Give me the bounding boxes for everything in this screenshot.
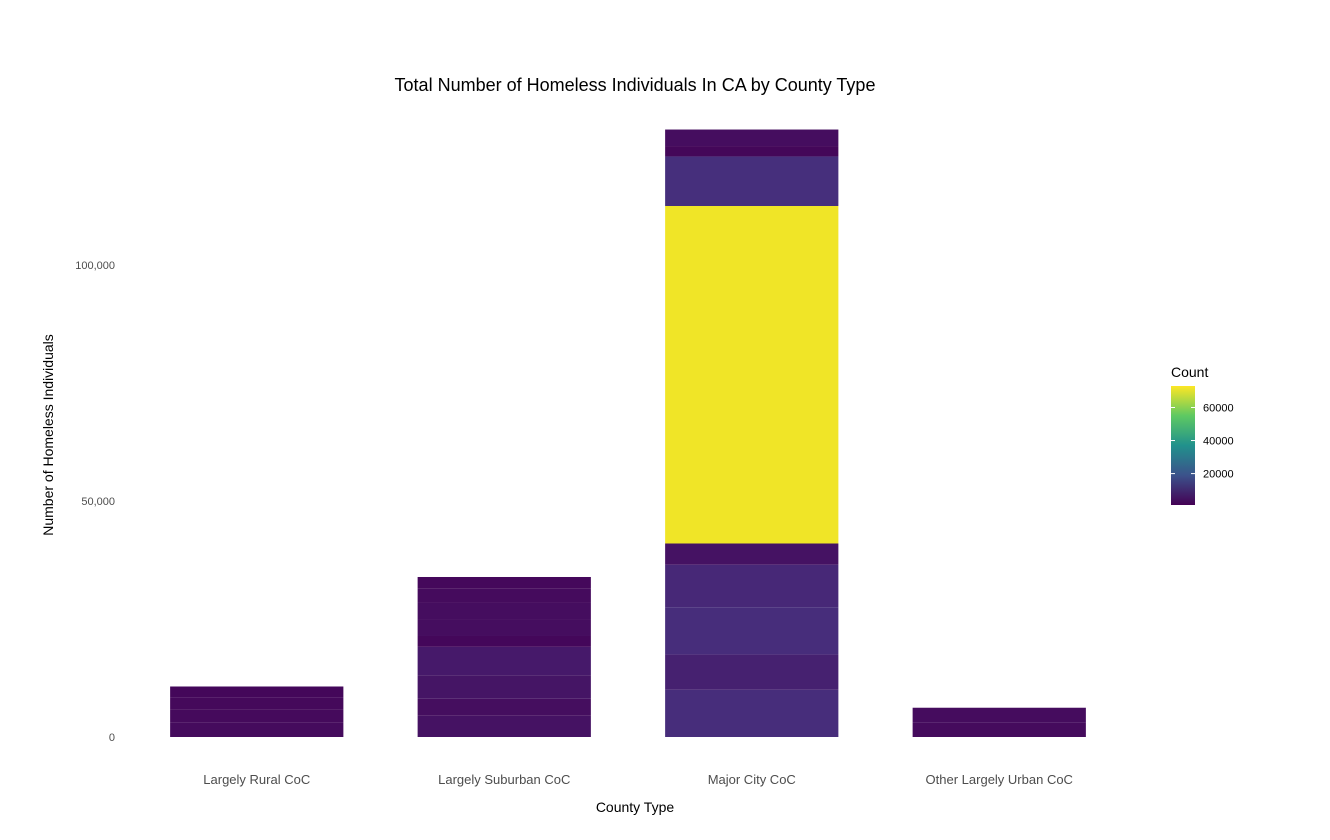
bar-segment — [665, 607, 839, 655]
bar-segment — [912, 722, 1086, 737]
bar-segment — [665, 543, 839, 565]
bars — [170, 129, 1086, 737]
legend-tick-label: 60000 — [1203, 402, 1234, 414]
bar-segment — [417, 635, 591, 647]
bar-segment — [665, 146, 839, 157]
bar-segment — [417, 698, 591, 716]
x-tick-label: Other Largely Urban CoC — [926, 772, 1073, 787]
bar-segment — [665, 206, 839, 544]
bar-segment — [417, 588, 591, 603]
x-tick-label: Major City CoC — [708, 772, 796, 787]
bar-segment — [912, 707, 1086, 723]
y-tick-label: 0 — [109, 732, 115, 744]
bar-segment — [170, 686, 344, 698]
legend-tick-label: 40000 — [1203, 436, 1234, 448]
x-axis: Largely Rural CoC Largely Suburban CoC Maj… — [203, 772, 1073, 787]
bar-segment — [417, 715, 591, 737]
x-axis-title: County Type — [596, 799, 675, 815]
legend: Count 20000 40000 60000 — [1171, 364, 1234, 505]
bar-segment — [665, 689, 839, 737]
bar-segment — [665, 654, 839, 690]
bar-segment — [417, 576, 591, 589]
bar-segment — [170, 722, 344, 737]
legend-title: Count — [1171, 364, 1208, 380]
chart-title: Total Number of Homeless Individuals In … — [395, 75, 876, 95]
bar-segment — [665, 564, 839, 608]
y-axis: 0 50,000 100,000 — [75, 260, 115, 744]
y-axis-title: Number of Homeless Individuals — [40, 334, 56, 536]
bar-segment — [665, 156, 839, 206]
bar-segment — [417, 602, 591, 620]
bar-segment — [170, 697, 344, 710]
legend-tick-label: 20000 — [1203, 469, 1234, 481]
y-tick-label: 100,000 — [75, 260, 115, 272]
x-tick-label: Largely Suburban CoC — [438, 772, 570, 787]
bar-segment — [417, 646, 591, 676]
bar-segment — [665, 129, 839, 147]
bar-segment — [417, 675, 591, 699]
x-tick-label: Largely Rural CoC — [203, 772, 310, 787]
bar-segment — [417, 619, 591, 636]
legend-colorbar — [1171, 386, 1195, 505]
bar-segment — [170, 709, 344, 723]
y-tick-label: 50,000 — [81, 496, 115, 508]
